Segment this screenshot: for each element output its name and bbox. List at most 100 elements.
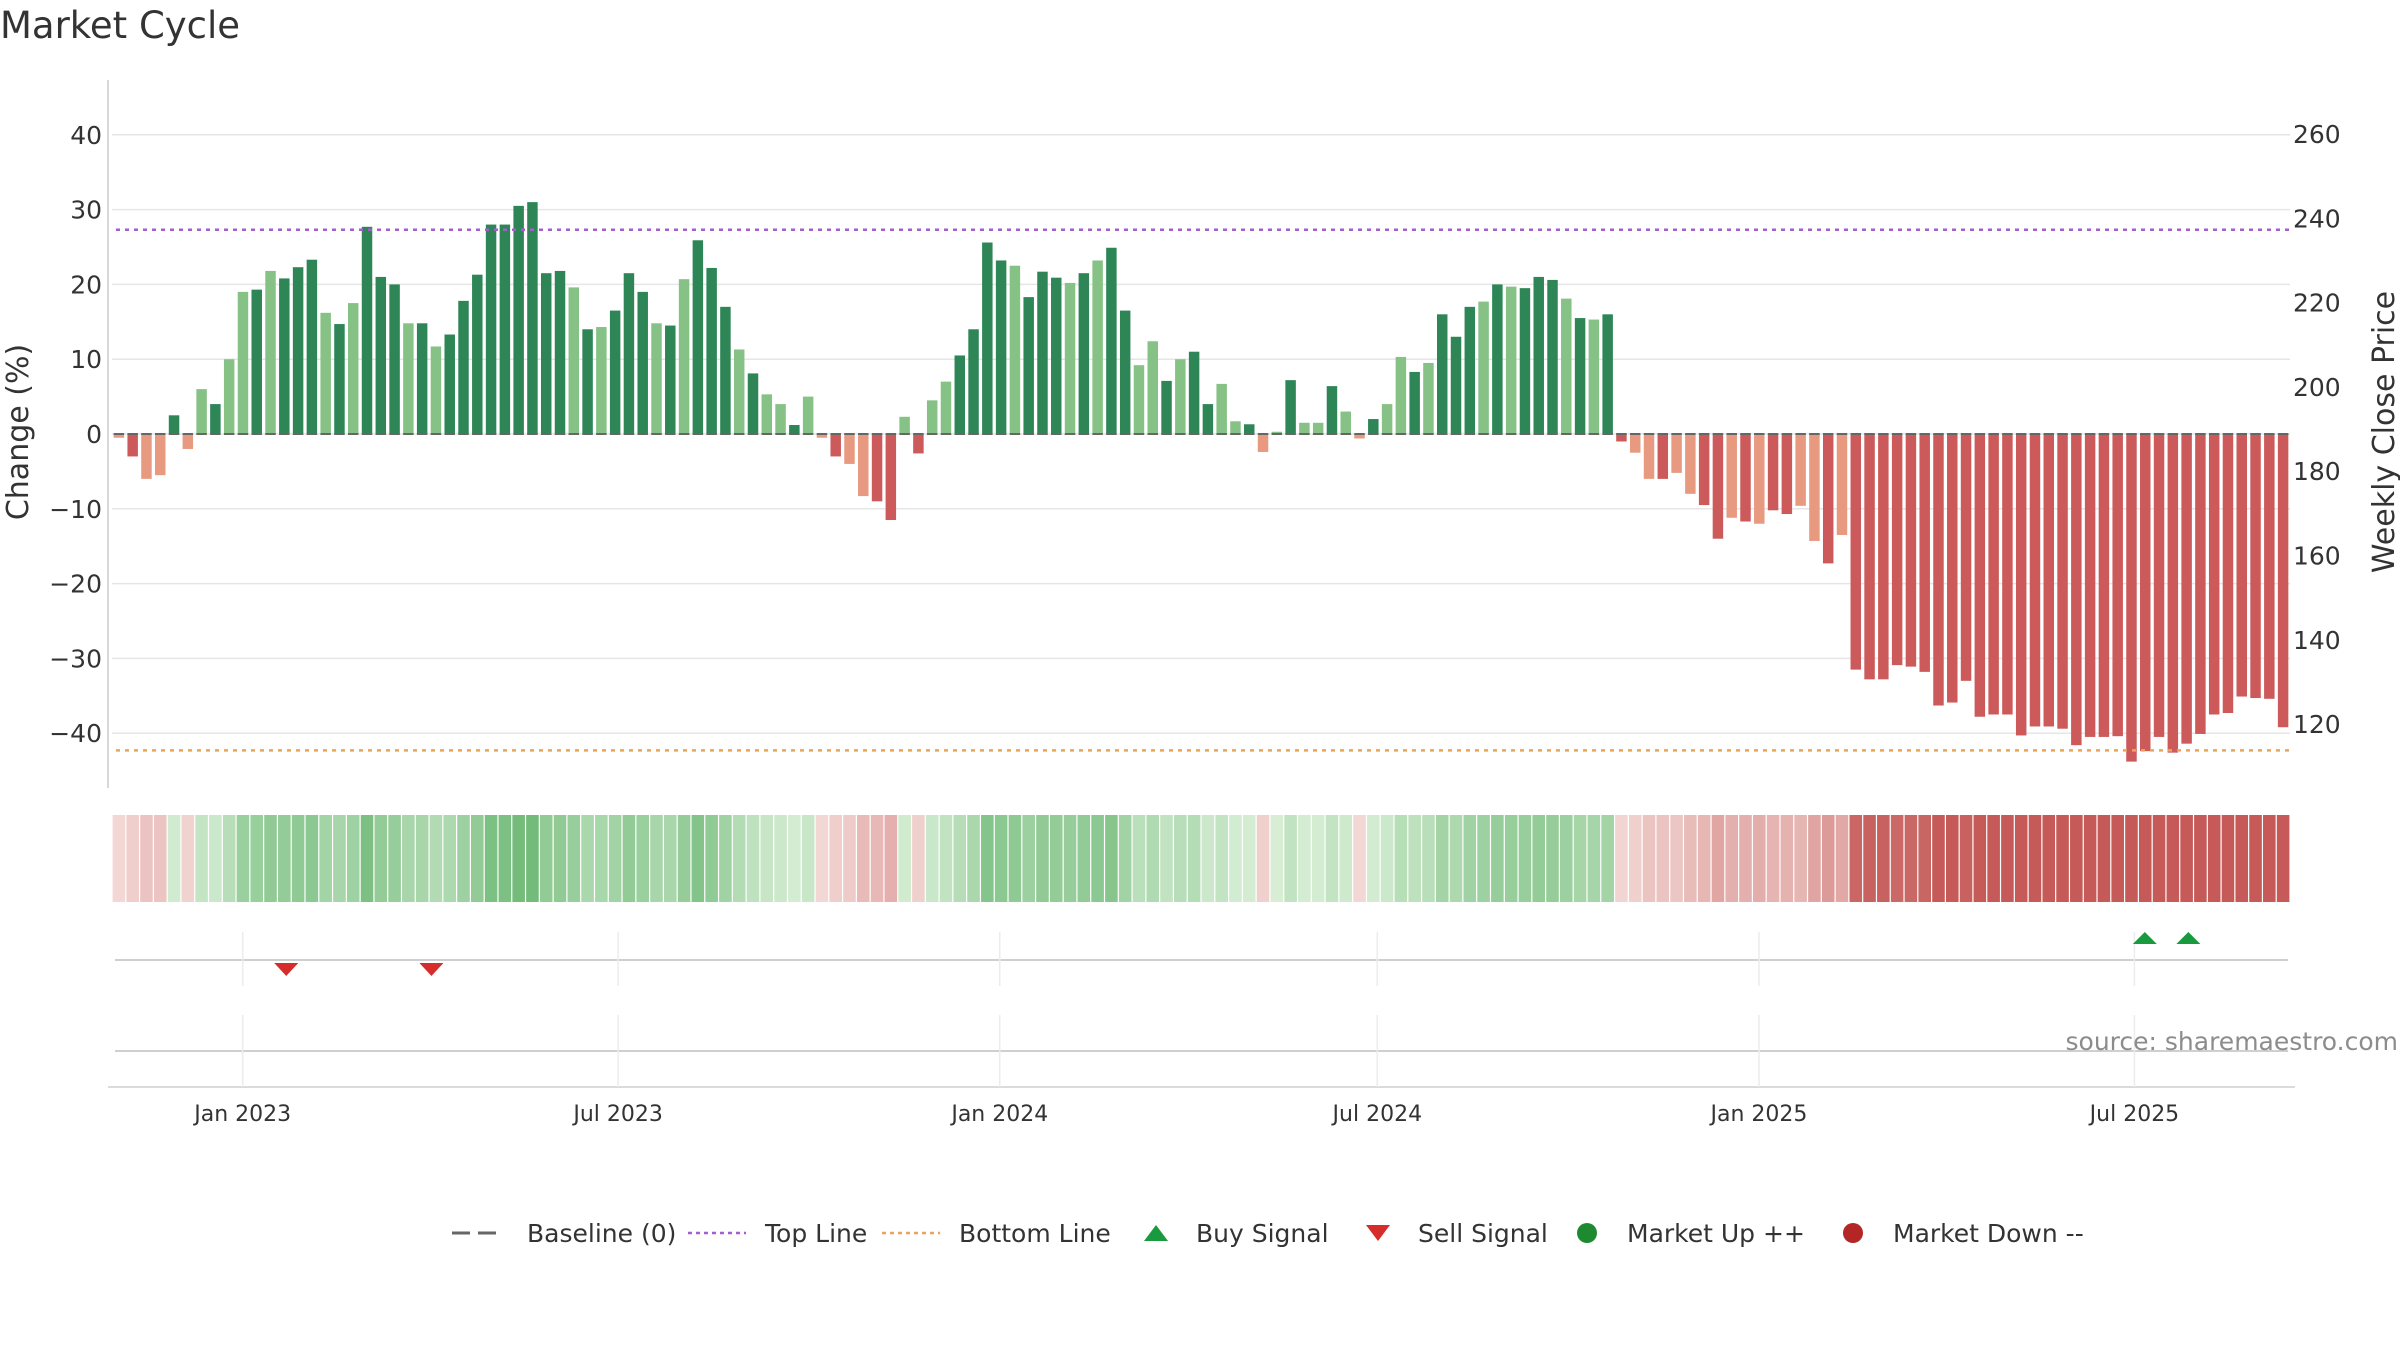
change-bar: [292, 267, 304, 434]
heat-cell: [1518, 815, 1532, 902]
change-bar: [1436, 314, 1448, 434]
heat-cell: [1890, 815, 1904, 902]
heat-cell: [1022, 815, 1035, 902]
change-bar: [1326, 386, 1338, 434]
heat-cell: [870, 815, 884, 902]
heat-cell: [608, 815, 622, 902]
change-bar: [2208, 434, 2220, 715]
change-bar: [692, 240, 704, 434]
y-tick-label: −30: [49, 644, 102, 673]
change-bar: [1836, 434, 1848, 535]
change-bar: [306, 259, 318, 434]
heat-cell: [153, 815, 167, 902]
heat-cell: [2194, 815, 2207, 902]
heat-cell: [1573, 815, 1587, 902]
change-bar: [2015, 434, 2027, 736]
change-bar: [913, 434, 924, 454]
y-tick-label: −20: [49, 570, 102, 599]
heat-cell: [2207, 815, 2221, 902]
heat-cell: [305, 815, 319, 902]
change-bar: [637, 291, 648, 434]
heat-cell: [1174, 815, 1187, 902]
heat-cell: [1780, 815, 1794, 902]
change-bar: [982, 242, 993, 434]
y-tick-label: 20: [70, 270, 102, 299]
change-bar: [1533, 276, 1544, 434]
change-bar: [1464, 306, 1476, 434]
change-bar: [2029, 434, 2041, 727]
change-bar: [182, 434, 194, 449]
legend-swatch: [1577, 1223, 1597, 1243]
change-bar: [1657, 434, 1669, 479]
change-bar: [113, 434, 125, 438]
change-bars: [113, 202, 2289, 762]
heat-cell: [1670, 815, 1683, 902]
change-bar: [1009, 265, 1021, 434]
change-bar: [802, 396, 814, 434]
heat-cell: [471, 815, 484, 902]
y-tick-label: −10: [49, 495, 102, 524]
x-tick-label: Jan 2023: [192, 1102, 291, 1127]
change-bar: [871, 434, 883, 502]
change-bar: [2264, 434, 2275, 699]
change-bar: [1409, 371, 1420, 434]
change-bar: [995, 260, 1007, 434]
change-bar: [940, 381, 952, 434]
change-bar: [1685, 434, 1696, 494]
y-axis-label-right: Weekly Close Price: [2367, 291, 2400, 573]
change-bar: [1712, 434, 1724, 539]
legend-item: Baseline (0): [452, 1219, 676, 1248]
change-bar: [1299, 422, 1310, 434]
change-bar: [2112, 434, 2123, 737]
change-bar: [1161, 380, 1172, 434]
legend-item: Top Line: [688, 1219, 867, 1248]
heat-cell: [1752, 815, 1766, 902]
heat-cell: [1339, 815, 1353, 902]
heat-cell: [126, 815, 139, 902]
heat-cell: [567, 815, 581, 902]
heat-cell: [1504, 815, 1518, 902]
heat-cell: [140, 815, 153, 902]
heat-cell: [2070, 815, 2083, 902]
change-bar: [1147, 341, 1158, 434]
change-bar: [251, 289, 262, 434]
x-tick-label: Jul 2023: [571, 1102, 663, 1127]
heat-cell: [1311, 815, 1325, 902]
change-bar: [733, 349, 745, 434]
x-axis-date-labels: Jan 2023 Jul 2023 Jan 2024 Jul 2024 Jan 2025…: [192, 1102, 2179, 1127]
heat-cell: [443, 815, 457, 902]
heat-cell: [1118, 815, 1132, 902]
change-bar: [1919, 434, 1930, 672]
heat-cell: [774, 815, 787, 902]
change-bar: [582, 329, 593, 434]
change-bar: [1271, 431, 1283, 434]
change-bar: [1602, 314, 1613, 434]
y-right-tick-label: 180: [2293, 457, 2341, 486]
heat-cell: [181, 815, 195, 902]
change-bar: [403, 323, 414, 434]
heat-cell: [884, 815, 898, 902]
change-bar: [361, 226, 373, 434]
heat-cell: [457, 815, 470, 902]
buy-signal-marker: [2132, 932, 2157, 944]
heat-cell: [1449, 815, 1463, 902]
change-bar: [1368, 419, 1379, 434]
heat-cell: [1697, 815, 1711, 902]
change-bar: [1767, 434, 1779, 511]
heat-cell: [856, 815, 870, 902]
change-bar: [1726, 434, 1737, 518]
change-bar: [1960, 434, 1972, 681]
change-bar: [2167, 434, 2179, 753]
change-bar: [1505, 286, 1517, 434]
change-bar: [1616, 434, 1627, 442]
y-right-tick-label: 260: [2293, 120, 2341, 149]
change-bar: [2071, 434, 2082, 746]
heat-cell: [1146, 815, 1160, 902]
sell-signal-marker: [419, 963, 444, 976]
heat-cell: [1711, 815, 1725, 902]
change-bar: [1698, 434, 1710, 506]
change-bar: [1285, 380, 1296, 434]
heat-cell: [374, 815, 388, 902]
heat-cell: [415, 815, 429, 902]
change-bar: [1754, 434, 1765, 524]
